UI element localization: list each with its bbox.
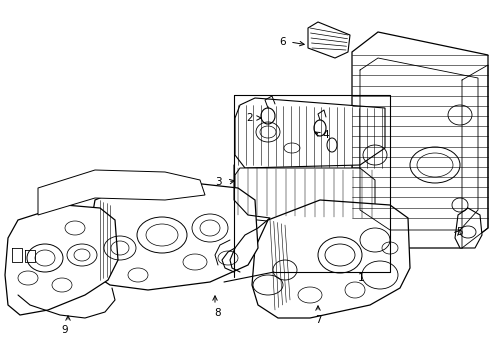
Polygon shape xyxy=(252,200,410,318)
Text: 1: 1 xyxy=(358,273,365,283)
Polygon shape xyxy=(38,170,205,215)
Text: 3: 3 xyxy=(216,177,222,187)
Polygon shape xyxy=(235,98,385,168)
Polygon shape xyxy=(88,178,258,290)
Polygon shape xyxy=(352,32,488,248)
Text: 9: 9 xyxy=(62,325,68,335)
Polygon shape xyxy=(5,205,118,315)
Polygon shape xyxy=(235,168,375,230)
Text: 8: 8 xyxy=(215,308,221,318)
Text: 4: 4 xyxy=(322,130,329,140)
Text: 2: 2 xyxy=(246,113,253,123)
Text: 7: 7 xyxy=(315,315,321,325)
Text: 5: 5 xyxy=(456,227,463,237)
Polygon shape xyxy=(308,22,350,58)
Text: 6: 6 xyxy=(279,37,286,47)
Polygon shape xyxy=(455,208,482,248)
